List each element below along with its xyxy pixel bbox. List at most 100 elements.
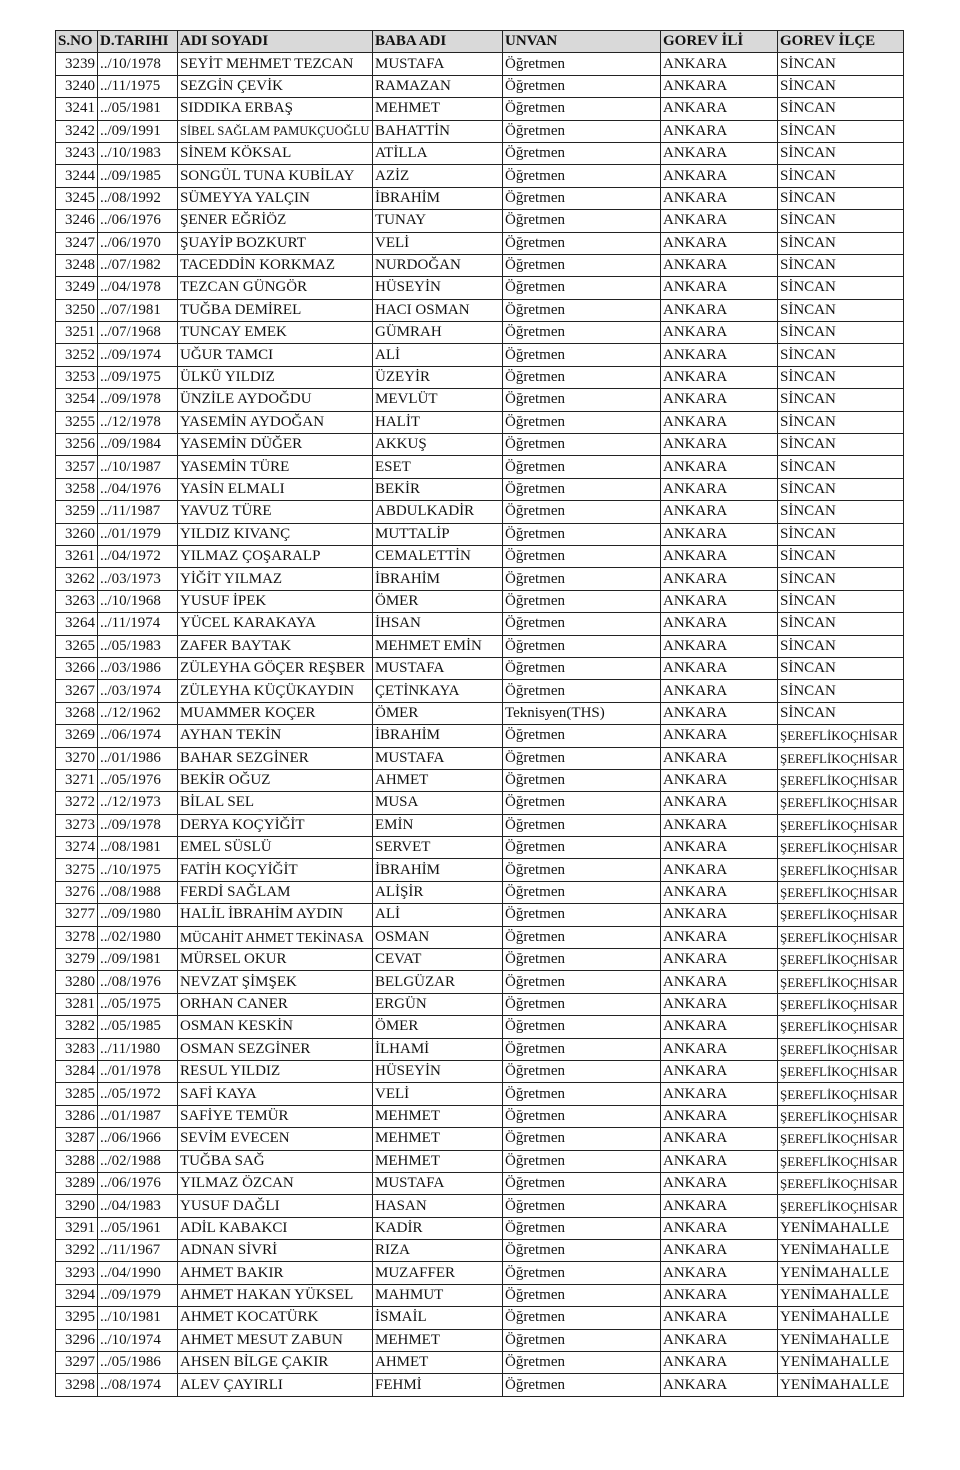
table-row: 3290 ../04/1983 YUSUF DAĞLI HASAN Öğretmen AN… (55, 1194, 904, 1218)
birth-date: ../10/1981 (97, 1306, 178, 1330)
serial-number: 3297 (55, 1351, 98, 1375)
father-name: CEVAT (372, 948, 503, 972)
district: ŞEREFLİKOÇHİSAR (777, 903, 904, 927)
father-name: ATİLLA (372, 141, 503, 166)
full-name: ÜLKÜ YILDIZ (177, 365, 373, 390)
serial-number: 3278 (55, 925, 98, 950)
birth-date: ../07/1968 (97, 321, 178, 345)
full-name: SAFİYE TEMÜR (177, 1104, 373, 1129)
full-name: YASEMİN AYDOĞAN (177, 410, 373, 435)
serial-number: 3289 (55, 1171, 98, 1196)
province: ANKARA (660, 1216, 778, 1241)
title: Öğretmen (502, 724, 661, 748)
birth-date: ../08/1981 (97, 836, 178, 860)
title: Öğretmen (502, 1373, 661, 1397)
province: ANKARA (660, 1015, 778, 1039)
birth-date: ../10/1983 (97, 141, 178, 166)
full-name: ADNAN SİVRİ (177, 1239, 373, 1263)
header-cell: BABA ADI (372, 29, 503, 54)
title: Öğretmen (502, 1082, 661, 1106)
title: Öğretmen (502, 903, 661, 927)
table-row: 3244 ../09/1985 SONGÜL TUNA KUBİLAY AZİZ Öğr… (55, 164, 904, 188)
header-cell: D.TARIHI (97, 29, 178, 54)
full-name: ADİL KABAKCI (177, 1216, 373, 1241)
serial-number: 3258 (55, 477, 98, 502)
father-name: RAMAZAN (372, 74, 503, 99)
title: Öğretmen (502, 791, 661, 815)
title: Öğretmen (502, 634, 661, 658)
father-name: VELİ (372, 1082, 503, 1106)
full-name: SEVİM EVECEN (177, 1127, 373, 1151)
district: YENİMAHALLE (777, 1261, 904, 1285)
birth-date: ../11/1987 (97, 500, 178, 524)
province: ANKARA (660, 589, 778, 614)
birth-date: ../11/1967 (97, 1239, 178, 1263)
full-name: BİLAL SEL (177, 791, 373, 815)
district: ŞEREFLİKOÇHİSAR (777, 1171, 904, 1196)
province: ANKARA (660, 97, 778, 121)
province: ANKARA (660, 1171, 778, 1196)
father-name: ABDULKADİR (372, 500, 503, 524)
serial-number: 3292 (55, 1239, 98, 1263)
full-name: SEYİT MEHMET TEZCAN (177, 52, 373, 76)
full-name: ŞENER EĞRİÖZ (177, 209, 373, 233)
province: ANKARA (660, 1261, 778, 1285)
serial-number: 3252 (55, 343, 98, 367)
table-row: 3278 ../02/1980 MÜCAHİT AHMET TEKİNASA OSMA… (55, 925, 904, 950)
table-row: 3297 ../05/1986 AHSEN BİLGE ÇAKIR AHMET Öğre… (55, 1351, 904, 1375)
birth-date: ../02/1980 (97, 925, 178, 950)
birth-date: ../06/1974 (97, 724, 178, 748)
table-row: 3271 ../05/1976 BEKİR OĞUZ AHMET Öğretmen ANK… (55, 768, 904, 793)
table-row: 3293 ../04/1990 AHMET BAKIR MUZAFFER Öğretme… (55, 1261, 904, 1285)
father-name: MEHMET (372, 1127, 503, 1151)
birth-date: ../12/1962 (97, 701, 178, 726)
title: Öğretmen (502, 388, 661, 412)
province: ANKARA (660, 880, 778, 905)
full-name: SÜMEYYA YALÇIN (177, 186, 373, 211)
father-name: MUSTAFA (372, 52, 503, 76)
province: ANKARA (660, 1373, 778, 1397)
birth-date: ../09/1985 (97, 164, 178, 188)
table-row: 3294 ../09/1979 AHMET HAKAN YÜKSEL MAHMUT Öğ… (55, 1283, 904, 1308)
title: Öğretmen (502, 1149, 661, 1173)
birth-date: ../07/1982 (97, 253, 178, 278)
father-name: MUZAFFER (372, 1261, 503, 1285)
full-name: YILMAZ ÖZCAN (177, 1171, 373, 1196)
province: ANKARA (660, 74, 778, 99)
father-name: ÇETİNKAYA (372, 679, 503, 703)
full-name: AHMET MESUT ZABUN (177, 1328, 373, 1353)
province: ANKARA (660, 1059, 778, 1084)
province: ANKARA (660, 276, 778, 300)
district: SİNCAN (777, 209, 904, 233)
serial-number: 3261 (55, 544, 98, 569)
province: ANKARA (660, 656, 778, 681)
serial-number: 3277 (55, 903, 98, 927)
district: ŞEREFLİKOÇHİSAR (777, 746, 904, 770)
father-name: MUTTALİP (372, 522, 503, 546)
table-row: 3289 ../06/1976 YILMAZ ÖZCAN MUSTAFA Öğretme… (55, 1171, 904, 1196)
district: ŞEREFLİKOÇHİSAR (777, 858, 904, 882)
province: ANKARA (660, 1328, 778, 1353)
district: ŞEREFLİKOÇHİSAR (777, 880, 904, 905)
header-cell: S.NO (55, 29, 98, 54)
birth-date: ../04/1972 (97, 544, 178, 569)
serial-number: 3265 (55, 634, 98, 658)
birth-date: ../05/1976 (97, 768, 178, 793)
province: ANKARA (660, 141, 778, 166)
district: YENİMAHALLE (777, 1239, 904, 1263)
full-name: DERYA KOÇYİĞİT (177, 813, 373, 838)
serial-number: 3267 (55, 679, 98, 703)
father-name: MUSTAFA (372, 746, 503, 770)
father-name: HÜSEYİN (372, 1059, 503, 1084)
table-row: 3268 ../12/1962 MUAMMER KOÇER ÖMER Teknisyen… (55, 701, 904, 726)
full-name: YILMAZ ÇOŞARALP (177, 544, 373, 569)
table-row: 3253 ../09/1975 ÜLKÜ YILDIZ ÜZEYİR Öğretmen A… (55, 365, 904, 390)
birth-date: ../10/1975 (97, 858, 178, 882)
birth-date: ../09/1979 (97, 1283, 178, 1308)
title: Öğretmen (502, 276, 661, 300)
full-name: SİNEM KÖKSAL (177, 141, 373, 166)
district: SİNCAN (777, 276, 904, 300)
serial-number: 3296 (55, 1328, 98, 1353)
full-name: AHMET HAKAN YÜKSEL (177, 1283, 373, 1308)
birth-date: ../11/1975 (97, 74, 178, 99)
